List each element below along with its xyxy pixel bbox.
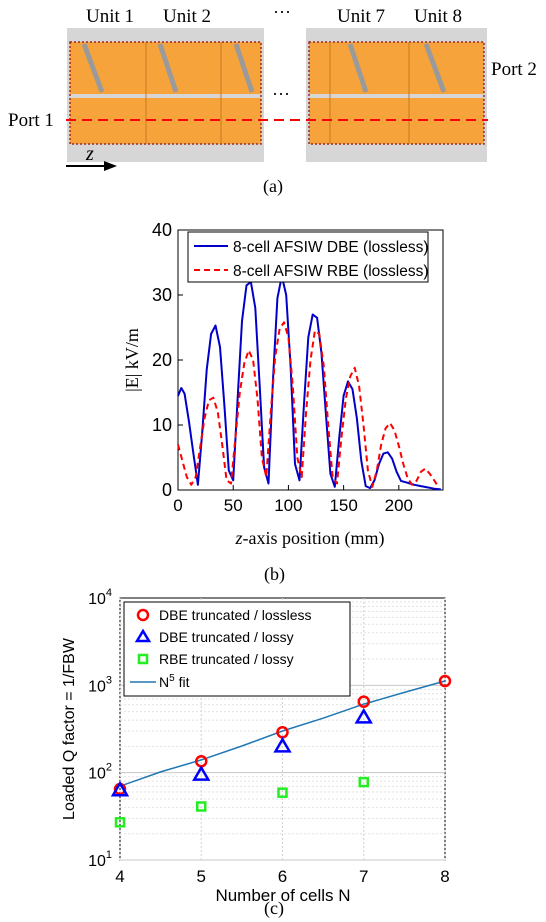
chart-b-series-rbe-line <box>177 321 440 488</box>
chart-c-legend-fit: N5 fit <box>159 673 190 690</box>
chart-b-ytick-label: 10 <box>152 415 172 435</box>
chart-c-point-rbe-lossy <box>196 801 207 812</box>
panel-a-schematic: Unit 1 Unit 2 ··· Unit 7 Unit 8 ··· Port… <box>8 2 537 197</box>
chart-c-xtick-label: 6 <box>278 867 287 886</box>
chart-b-y-axis: 0 10 20 30 40 <box>152 220 183 500</box>
port-1-label: Port 1 <box>8 110 54 131</box>
chart-c-point-dbe-lossless <box>438 674 452 688</box>
chart-c-xtick-label: 5 <box>197 867 206 886</box>
chart-b-ytick-label: 30 <box>152 285 172 305</box>
chart-c-point-dbe-lossy <box>192 765 211 781</box>
slot-5 <box>423 43 447 93</box>
slot-1 <box>81 43 105 93</box>
chart-c-legend-fit-base: N <box>159 674 169 690</box>
chart-c-xlabel: Number of cells N <box>215 886 350 905</box>
chart-b-x-axis: 0 50 100 150 200 <box>173 485 413 515</box>
slot-3 <box>233 43 255 93</box>
chart-c-x-axis: 4 5 6 7 8 <box>115 867 449 886</box>
chart-b-xtick-label: 200 <box>385 496 413 515</box>
chart-c-legend-marker-rbe-lossy <box>137 653 149 665</box>
port-2-label: Port 2 <box>491 59 537 80</box>
chart-c-ylabel: Loaded Q factor = 1/FBW <box>61 637 78 820</box>
chart-c-legend-dbe-lossless: DBE truncated / lossless <box>159 607 312 623</box>
chart-b-legend: 8-cell AFSIW DBE (lossless) 8-cell AFSIW… <box>187 231 429 283</box>
chart-b-legend-box <box>187 231 429 283</box>
chart-b-xlabel: z-axis position (mm) <box>234 528 384 549</box>
slot-4 <box>347 43 369 93</box>
chart-c-point-dbe-lossy <box>354 707 373 724</box>
chart-b-plot-area <box>177 275 441 491</box>
chart-c-point-rbe-lossy <box>277 787 288 798</box>
chart-b-xtick-label: 50 <box>224 496 243 515</box>
chart-c-ytick-label: 104 <box>88 587 112 608</box>
chart-c-fit-line <box>119 680 446 787</box>
chart-c-ytick-exp: 4 <box>106 587 112 599</box>
ellipsis-top: ··· <box>273 2 291 22</box>
chart-c-ytick-label: 102 <box>88 762 112 783</box>
chart-c-ytick-base: 10 <box>88 678 106 695</box>
chart-b-legend-rbe: 8-cell AFSIW RBE (lossless) <box>233 263 429 280</box>
chart-c-point-rbe-lossy <box>358 776 369 788</box>
chart-b-ytick-label: 0 <box>162 480 172 500</box>
chart-b-xtick-label: 150 <box>329 496 357 515</box>
chart-c-ytick-exp: 3 <box>106 674 112 686</box>
chart-c-point-dbe-lossy <box>110 780 130 797</box>
z-axis-arrow-head <box>104 161 117 171</box>
chart-c-ytick-exp: 2 <box>106 762 112 774</box>
chart-b-xtick-label: 100 <box>274 496 302 515</box>
via-row-left <box>69 41 262 145</box>
chart-b-ytick-label: 20 <box>152 350 172 370</box>
caption-b: (b) <box>264 564 285 585</box>
chart-c-ytick-label: 103 <box>88 674 112 695</box>
chart-b-series-dbe-line <box>177 275 441 491</box>
chart-c-legend-dbe-lossy: DBE truncated / lossy <box>159 629 294 645</box>
chart-b-xlabel-rest: -axis position (mm) <box>243 528 385 549</box>
unit-label-8: Unit 8 <box>414 6 462 27</box>
chart-b-legend-dbe: 8-cell AFSIW DBE (lossless) <box>233 239 429 256</box>
chart-c-point-dbe-lossless <box>357 695 370 708</box>
slot-2 <box>157 43 179 93</box>
chart-c-legend-fit-exp: 5 <box>169 673 175 684</box>
chart-c-point-dbe-lossy <box>273 736 292 753</box>
chart-c-point-rbe-lossy <box>114 817 126 828</box>
chart-c-legend-box <box>123 601 351 697</box>
chart-c-ytick-exp: 1 <box>106 849 112 861</box>
chart-c-legend: DBE truncated / lossless DBE truncated /… <box>123 601 351 697</box>
chart-c-ytick-label: 101 <box>88 849 112 870</box>
chart-c-ytick-base: 10 <box>88 766 106 783</box>
chart-c-plot-area <box>110 674 452 828</box>
chart-b-ytick-label: 40 <box>152 220 172 240</box>
chart-b-ylabel: |E| kV/m <box>122 328 142 392</box>
chart-c-ytick-base: 10 <box>88 591 106 608</box>
chart-c-legend-marker-dbe-lossy <box>134 628 152 643</box>
unit-label-7: Unit 7 <box>337 6 385 27</box>
chart-c-legend-fit-rest: fit <box>175 674 190 690</box>
caption-c: (c) <box>264 898 284 919</box>
z-axis-label: z <box>85 143 94 165</box>
ellipsis-mid: ··· <box>272 84 290 104</box>
via-row-right <box>308 41 485 145</box>
chart-b: 0 10 20 30 40 0 50 100 150 200 |E| kV/m z-axis p… <box>122 220 444 585</box>
chart-c-xtick-label: 7 <box>359 867 368 886</box>
caption-a: (a) <box>263 176 283 197</box>
chart-b-xlabel-italic: z <box>234 528 242 548</box>
chart-c-xtick-label: 4 <box>115 867 124 886</box>
chart-c-ytick-base: 10 <box>88 853 106 870</box>
chart-c-xtick-label: 8 <box>440 867 449 886</box>
unit-label-2: Unit 2 <box>163 6 211 27</box>
substrate-upper-right <box>309 42 484 94</box>
chart-b-xtick-label: 0 <box>173 496 182 515</box>
chart-c-legend-rbe-lossy: RBE truncated / lossy <box>159 651 294 667</box>
unit-label-1: Unit 1 <box>86 6 134 27</box>
chart-c-legend-marker-dbe-lossless <box>136 608 150 622</box>
